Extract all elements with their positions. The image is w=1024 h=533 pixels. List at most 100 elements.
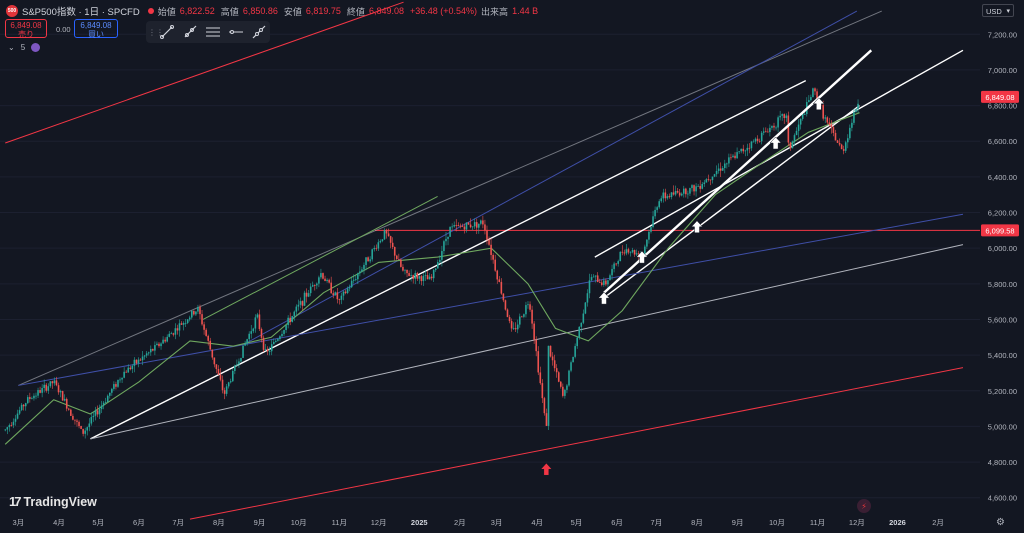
candle-body (268, 351, 271, 353)
candle-body (381, 239, 384, 241)
candle-body (605, 280, 607, 285)
close-value: 6,849.08 (368, 6, 404, 16)
candle-body (406, 269, 408, 274)
drag-handle-icon[interactable]: ⋮⋮ (148, 27, 164, 37)
candle-body (779, 115, 781, 118)
candle-body (473, 222, 476, 227)
candle-body (785, 115, 788, 119)
candle-body (764, 131, 767, 133)
candle-body (742, 148, 745, 152)
trend-line-white (594, 49, 964, 258)
extended-line-icon[interactable] (249, 23, 270, 41)
ray-icon[interactable] (179, 23, 200, 41)
candle-body (203, 324, 205, 330)
candle-body (328, 279, 330, 283)
price-label-text: 6,849.08 (985, 93, 1014, 102)
candle-body (627, 249, 630, 253)
candle-body (480, 220, 482, 224)
horizontal-ray-icon[interactable] (226, 23, 247, 41)
x-tick-label: 2026 (889, 518, 906, 527)
lightning-icon[interactable]: ⚡ (857, 499, 871, 513)
sell-button[interactable]: 6,849.08 売り (5, 19, 47, 39)
chevron-down-icon[interactable]: ⌄ (8, 43, 15, 52)
candle-body (648, 231, 650, 240)
candle-body (453, 225, 455, 227)
parallel-channel-icon[interactable] (202, 23, 223, 41)
candle-body (721, 168, 724, 171)
trend-line-blue (243, 10, 858, 345)
candle-body (814, 88, 816, 92)
candle-body (842, 149, 845, 151)
candle-body (67, 408, 70, 410)
candle-body (535, 339, 537, 352)
candle-body (172, 333, 175, 335)
high-value: 6,850.86 (242, 6, 278, 16)
candle-body (369, 259, 371, 262)
candle-body (596, 275, 599, 283)
candle-body (793, 135, 796, 142)
candle-body (365, 257, 367, 265)
candle-body (756, 138, 759, 141)
indicator-toggle[interactable]: ⌄ 5 (8, 43, 41, 52)
candle-body (715, 170, 718, 175)
candle-body (92, 415, 95, 417)
candle-body (375, 247, 378, 249)
candle-body (408, 273, 410, 276)
candle-body (674, 190, 677, 195)
candle-body (322, 273, 324, 279)
candle-body (299, 301, 302, 305)
candle-body (182, 322, 185, 325)
x-tick-label: 3月 (13, 518, 25, 527)
trend-line-white (600, 105, 860, 301)
candle-body (14, 418, 17, 422)
candle-body (264, 348, 267, 350)
y-tick-label: 6,000.00 (988, 244, 1017, 253)
candle-body (758, 140, 761, 142)
candle-body (84, 430, 86, 434)
buy-button[interactable]: 6,849.08 買い (74, 19, 118, 39)
candle-body (488, 239, 490, 245)
x-tick-label: 6月 (611, 518, 623, 527)
candle-body (361, 269, 363, 272)
candle-body (108, 392, 111, 396)
candle-body (713, 174, 716, 177)
trend-lines[interactable] (5, 1, 980, 520)
moving-average (4, 112, 860, 445)
candle-body (400, 259, 402, 267)
candle-body (486, 230, 488, 240)
candle-body (574, 346, 576, 357)
candle-body (6, 427, 9, 430)
candle-body (572, 356, 574, 363)
candle-body (256, 314, 259, 318)
y-axis[interactable]: 4,600.00 4,800.00 5,000.00 5,200.00 5,400.00… (988, 30, 1017, 502)
candle-body (635, 253, 638, 255)
candle-body (195, 311, 197, 315)
y-tick-label: 6,800.00 (988, 102, 1017, 111)
candle-body (147, 352, 150, 354)
candle-body (88, 423, 91, 428)
candle-body (248, 333, 250, 340)
price-labels: 6,849.08 6,099.58 (981, 90, 1019, 237)
trend-line-white (90, 79, 807, 440)
candle-body (164, 339, 166, 342)
candle-body (498, 279, 501, 282)
x-axis[interactable]: 3月 4月 5月 6月 7月 8月 9月 10月 11月 12月 2025 2月 3月 4月 5月 6月 7月 8… (13, 518, 944, 527)
arrow-up-icon (812, 97, 825, 111)
candle-body (227, 382, 230, 387)
candle-body (844, 142, 847, 151)
candle-body (504, 300, 507, 310)
candle-body (344, 291, 347, 294)
symbol-title[interactable]: S&P500指数 · 1日 · SPCFD (22, 7, 140, 18)
arrow-up-icon (597, 291, 611, 305)
x-tick-label: 4月 (53, 518, 65, 527)
currency-select[interactable]: USD (982, 4, 1014, 18)
candle-body (668, 196, 671, 198)
candle-body (295, 306, 298, 312)
candle-body (145, 353, 148, 356)
gear-icon[interactable]: ⚙ (996, 517, 1005, 528)
trend-line-icon[interactable] (156, 23, 177, 41)
trend-lines-front[interactable] (603, 49, 873, 294)
candle-body (346, 288, 349, 294)
trend-line-white (603, 49, 873, 294)
